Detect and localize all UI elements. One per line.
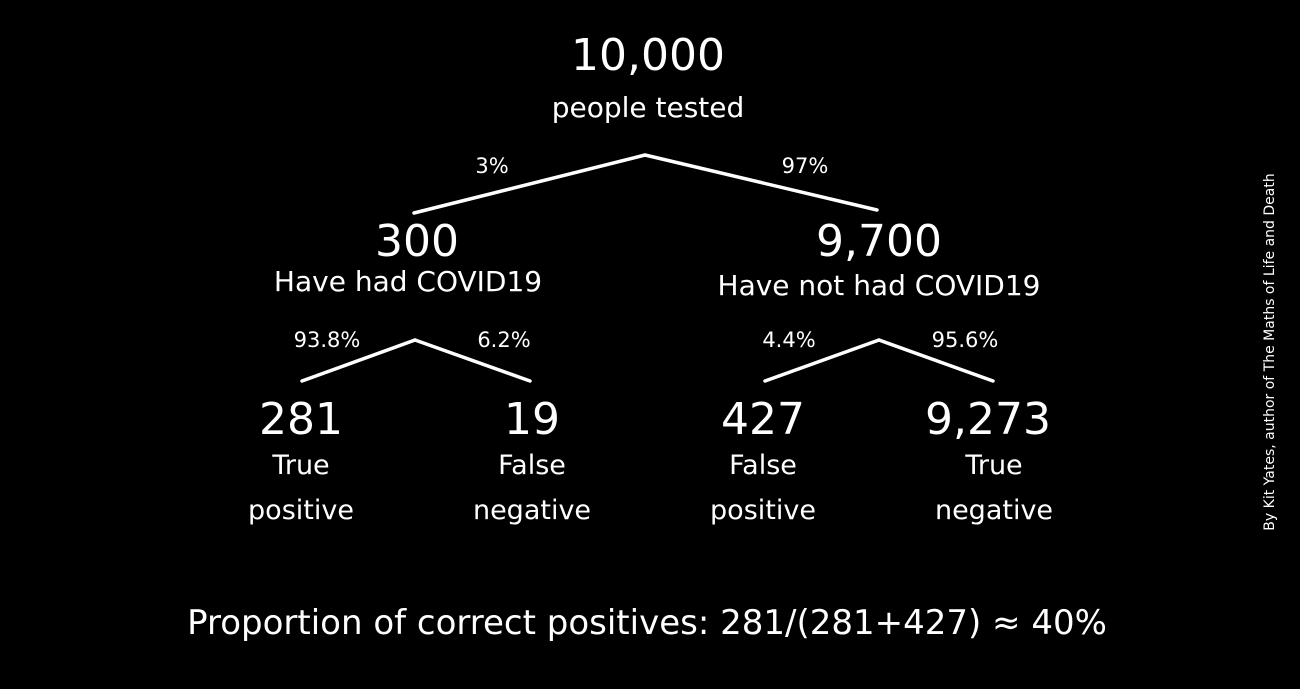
branch-root-right <box>643 153 879 212</box>
leaf-false-negative-count: 19 <box>504 394 560 445</box>
branch-left-left <box>300 338 417 383</box>
leaf-true-positive-line1: True <box>272 450 330 481</box>
root-label: people tested <box>551 91 745 124</box>
leaf-false-negative-line2: negative <box>472 495 592 526</box>
author-credit: By Kit Yates, author of The Maths of Lif… <box>1262 173 1278 531</box>
left-node-count: 300 <box>375 216 459 267</box>
leaf-true-negative-line1: True <box>965 450 1023 481</box>
left-node-label: Have had COVID19 <box>273 265 543 298</box>
right-node-label: Have not had COVID19 <box>717 269 1041 302</box>
branch-root-left <box>412 153 647 215</box>
left-branch-right-pct: 6.2% <box>477 328 531 352</box>
leaf-false-positive-line1: False <box>729 450 797 481</box>
leaf-false-negative-line1: False <box>498 450 566 481</box>
branch-left-right <box>413 338 532 383</box>
branch-top-left-pct: 3% <box>475 154 509 178</box>
leaf-true-negative-line2: negative <box>934 495 1054 526</box>
leaf-false-positive-count: 427 <box>721 394 805 445</box>
right-branch-left-pct: 4.4% <box>762 328 816 352</box>
leaf-true-positive-line2: positive <box>248 495 354 526</box>
root-count: 10,000 <box>571 30 725 81</box>
summary-text: Proportion of correct positives: 281/(28… <box>187 603 1107 643</box>
leaf-true-negative-count: 9,273 <box>925 394 1051 445</box>
leaf-false-positive-line2: positive <box>710 495 816 526</box>
branch-right-right <box>877 338 995 383</box>
branch-right-left <box>763 338 881 383</box>
branch-top-right-pct: 97% <box>781 154 829 178</box>
left-branch-left-pct: 93.8% <box>293 328 361 352</box>
leaf-true-positive-count: 281 <box>259 394 343 445</box>
right-node-count: 9,700 <box>816 216 942 267</box>
right-branch-right-pct: 95.6% <box>931 328 999 352</box>
